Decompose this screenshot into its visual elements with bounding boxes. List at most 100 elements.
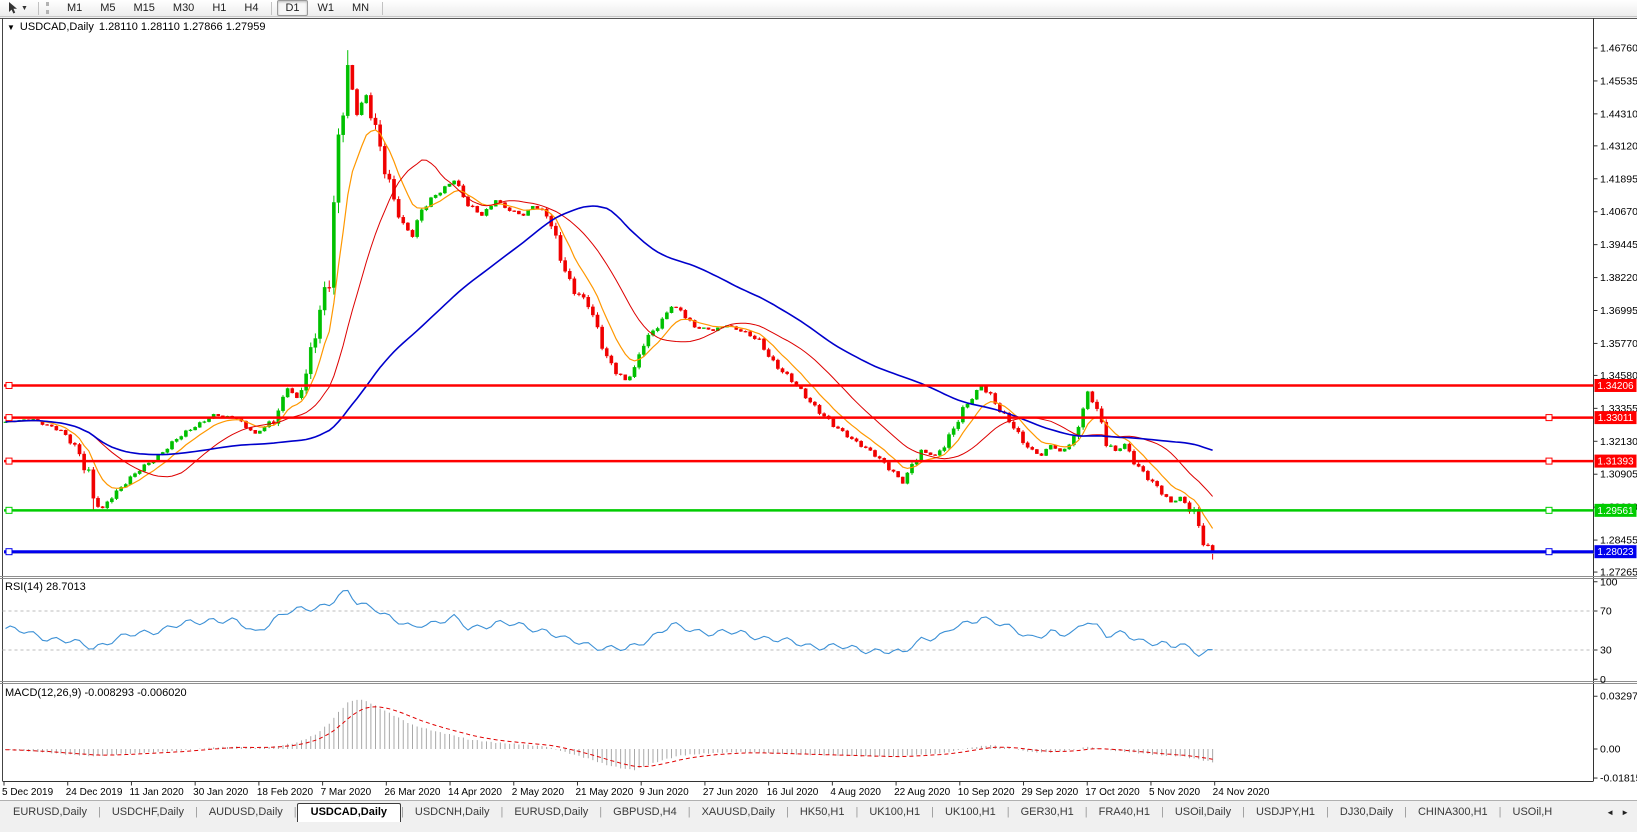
hline-handle-left[interactable] bbox=[5, 506, 13, 514]
svg-text:1.43120: 1.43120 bbox=[1600, 140, 1637, 152]
timeframe-button-h4[interactable]: H4 bbox=[244, 2, 259, 14]
tab-usdjpy-h1[interactable]: USDJPY,H1 bbox=[1255, 806, 1316, 818]
tab-scroll-arrows: ◄ ► bbox=[1600, 808, 1635, 821]
date-label: 2 May 2020 bbox=[512, 787, 565, 798]
hline-handle-left[interactable] bbox=[5, 381, 13, 389]
hline-handle-right[interactable] bbox=[1545, 506, 1553, 514]
tab-divider: | bbox=[1242, 806, 1245, 818]
tab-hk50-h1[interactable]: HK50,H1 bbox=[799, 806, 845, 818]
tab-scroll-right-icon[interactable]: ► bbox=[1621, 808, 1629, 817]
symbol-tab-bar: EURUSD,Daily | USDCHF,Daily | AUDUSD,Daily | U… bbox=[0, 800, 1637, 822]
tab-divider: | bbox=[97, 806, 101, 818]
cursor-tool-button[interactable]: ▼ bbox=[3, 0, 33, 17]
tab-uk100-h1[interactable]: UK100,H1 bbox=[944, 806, 996, 818]
tab-uk100-h1[interactable]: UK100,H1 bbox=[869, 806, 921, 818]
tab-divider: | bbox=[785, 806, 789, 818]
tab-dj30-daily[interactable]: DJ30,Daily bbox=[1339, 806, 1394, 818]
toolbar-separator bbox=[271, 1, 273, 15]
tab-usdcnh-daily[interactable]: USDCNH,Daily bbox=[414, 806, 490, 818]
hline-handle-left[interactable] bbox=[5, 548, 13, 556]
tab-china300-h1[interactable]: CHINA300,H1 bbox=[1417, 806, 1488, 818]
svg-text:1.44310: 1.44310 bbox=[1600, 108, 1637, 120]
date-label: 5 Nov 2020 bbox=[1149, 787, 1201, 798]
rsi-indicator-label: RSI(14) 28.7013 bbox=[5, 581, 86, 593]
tab-divider: | bbox=[1160, 806, 1164, 818]
tab-usoil-h[interactable]: USOil,H bbox=[1512, 806, 1553, 818]
timeframe-button-m15[interactable]: M15 bbox=[133, 2, 155, 14]
timeframe-bar: M1 M5 M15 M30 H1 H4 D1 W1 MN bbox=[58, 0, 387, 16]
cursor-icon bbox=[8, 2, 18, 14]
timeframe-button-m5[interactable]: M5 bbox=[100, 2, 116, 14]
tab-eurusd-daily[interactable]: EURUSD,Daily bbox=[13, 806, 87, 818]
top-toolbar: ▼ M1 M5 M15 M30 H1 H4 D1 W1 MN bbox=[0, 0, 1637, 17]
tab-scroll-left-icon[interactable]: ◄ bbox=[1606, 808, 1615, 817]
tab-divider: | bbox=[1404, 806, 1407, 818]
svg-text:1.41895: 1.41895 bbox=[1600, 173, 1637, 185]
toolbar-grip[interactable] bbox=[45, 2, 52, 14]
price-line-badge-text: 1.31393 bbox=[1597, 457, 1634, 468]
date-label: 9 Jun 2020 bbox=[639, 787, 689, 798]
price-line-badge bbox=[1594, 378, 1637, 392]
date-label: 24 Nov 2020 bbox=[1213, 787, 1270, 798]
hline-handle-left[interactable] bbox=[5, 457, 13, 465]
tab-divider: | bbox=[194, 806, 198, 818]
date-label: 7 Mar 2020 bbox=[321, 787, 372, 798]
svg-text:70: 70 bbox=[1600, 606, 1612, 618]
price-line-badge-text: 1.28023 bbox=[1597, 547, 1634, 558]
date-label: 29 Sep 2020 bbox=[1022, 787, 1079, 798]
tab-divider: | bbox=[599, 806, 603, 818]
svg-text:1.28455: 1.28455 bbox=[1600, 535, 1637, 547]
svg-text:0.00: 0.00 bbox=[1600, 744, 1621, 756]
hline-handle-right[interactable] bbox=[1545, 457, 1553, 465]
price-line-badge bbox=[1594, 503, 1637, 517]
tab-ger30-h1[interactable]: GER30,H1 bbox=[1020, 806, 1074, 818]
svg-text:1.36995: 1.36995 bbox=[1600, 305, 1637, 317]
chart-canvas[interactable]: 1.46760 1.45535 1.44310 1.43120 1.41895 1.406… bbox=[0, 18, 1637, 800]
hline-handle-right[interactable] bbox=[1545, 548, 1553, 556]
svg-text:-0.018154: -0.018154 bbox=[1600, 773, 1637, 785]
collapse-indicator-icon[interactable]: ▼ bbox=[7, 22, 15, 32]
timeframe-button-m30[interactable]: M30 bbox=[172, 2, 195, 14]
tab-usdchf-daily[interactable]: USDCHF,Daily bbox=[111, 806, 184, 818]
price-line-badge-text: 1.29561 bbox=[1597, 506, 1634, 517]
date-label: 10 Sep 2020 bbox=[958, 787, 1015, 798]
date-label: 16 Jul 2020 bbox=[767, 787, 819, 798]
chevron-down-icon: ▼ bbox=[21, 4, 28, 12]
tab-eurusd-daily[interactable]: EURUSD,Daily bbox=[514, 806, 589, 818]
timeframe-button-m1[interactable]: M1 bbox=[66, 2, 83, 14]
timeframe-button-h1[interactable]: H1 bbox=[212, 2, 227, 14]
rsi-panel: 100 70 30 0 bbox=[2, 576, 1618, 686]
date-label: 11 Jan 2020 bbox=[129, 787, 184, 798]
tab-gbpusd-h4[interactable]: GBPUSD,H4 bbox=[613, 806, 677, 818]
tab-divider: | bbox=[1326, 806, 1329, 818]
timeframe-button-d1[interactable]: D1 bbox=[277, 0, 308, 16]
date-label: 4 Aug 2020 bbox=[830, 787, 881, 798]
tab-divider: | bbox=[855, 806, 859, 818]
date-label: 18 Feb 2020 bbox=[257, 787, 314, 798]
timeframe-button-mn[interactable]: MN bbox=[352, 2, 370, 14]
tab-audusd-daily[interactable]: AUDUSD,Daily bbox=[208, 806, 283, 818]
tab-divider: | bbox=[687, 806, 691, 818]
tab-fra40-h1[interactable]: FRA40,H1 bbox=[1098, 806, 1150, 818]
svg-text:1.38220: 1.38220 bbox=[1600, 272, 1637, 284]
tab-usdcad-daily[interactable]: USDCAD,Daily bbox=[296, 803, 402, 822]
svg-text:1.32130: 1.32130 bbox=[1600, 436, 1637, 448]
tab-divider: | bbox=[1084, 806, 1088, 818]
tab-xauusd-daily[interactable]: XAUUSD,Daily bbox=[701, 806, 775, 818]
svg-text:1.40670: 1.40670 bbox=[1600, 206, 1637, 218]
svg-text:1.34580: 1.34580 bbox=[1600, 370, 1637, 382]
svg-text:1.45535: 1.45535 bbox=[1600, 75, 1637, 87]
tab-usoil-daily[interactable]: USOil,Daily bbox=[1174, 806, 1232, 818]
svg-text:0.032972: 0.032972 bbox=[1600, 691, 1637, 703]
hline-handle-right[interactable] bbox=[1545, 414, 1553, 422]
hline-handle-left[interactable] bbox=[5, 414, 13, 422]
price-line-badge-text: 1.33011 bbox=[1598, 413, 1634, 424]
tab-divider: | bbox=[401, 806, 404, 818]
chart-symbol-period: USDCAD,Daily bbox=[19, 21, 94, 33]
timeframe-button-w1[interactable]: W1 bbox=[317, 2, 335, 14]
date-label: 21 May 2020 bbox=[575, 787, 633, 798]
svg-text:100: 100 bbox=[1600, 576, 1618, 588]
horizontal-lines-layer: 1.34206 1.33011 1.31393 1.29561 1.28023 bbox=[4, 378, 1637, 559]
rsi-line bbox=[5, 589, 1213, 657]
date-label: 27 Jun 2020 bbox=[703, 787, 758, 798]
